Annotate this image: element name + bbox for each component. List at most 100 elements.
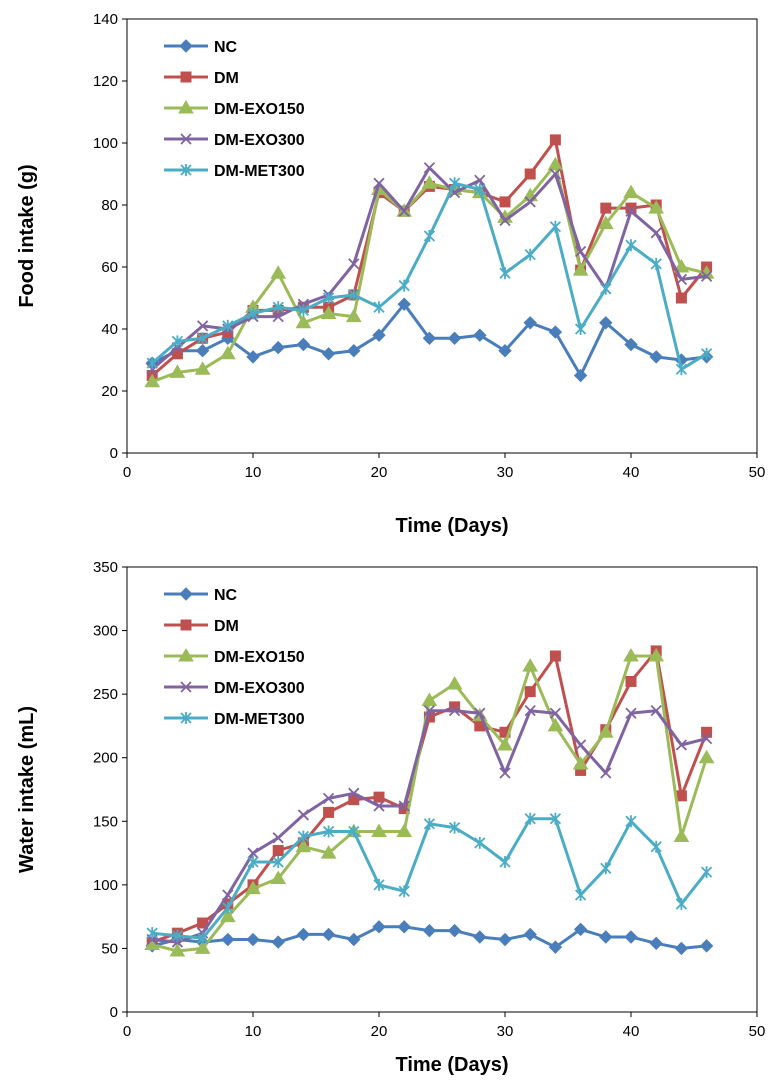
data-point-dm-exo300 — [700, 270, 713, 282]
data-point-dm-met300 — [650, 840, 662, 853]
data-point-dm-exo150 — [623, 184, 639, 199]
x-tick-label: 30 — [497, 1023, 514, 1040]
legend-label: DM-EXO150 — [214, 101, 305, 118]
data-point-nc — [372, 920, 386, 934]
data-point-dm-exo150 — [597, 724, 614, 738]
data-point-nc — [372, 328, 386, 342]
data-point-dm-exo150 — [270, 870, 287, 884]
data-point-nc — [473, 930, 487, 944]
data-point-dm-exo150 — [371, 823, 387, 837]
data-point-nc — [548, 940, 563, 954]
x-tick-label: 30 — [497, 464, 514, 481]
data-point-dm-met300 — [222, 319, 234, 332]
data-point-dm-exo300 — [574, 739, 587, 751]
legend-item-dm-exo150: DM-EXO150 — [164, 100, 305, 118]
data-point-dm-met300 — [171, 335, 184, 348]
data-point-dm-exo150 — [194, 361, 211, 375]
data-point-dm-exo150 — [169, 942, 186, 957]
data-point-dm — [675, 790, 687, 802]
data-point-dm-met300 — [272, 855, 284, 868]
data-point-nc — [599, 316, 613, 330]
legend-swatch-marker — [179, 587, 193, 601]
x-axis-title: Time (Days) — [395, 515, 508, 537]
data-point-dm-exo300 — [348, 258, 360, 270]
data-point-dm-exo150 — [698, 749, 715, 764]
data-point-dm — [549, 134, 561, 146]
data-point-nc — [422, 331, 437, 346]
data-point-nc — [573, 922, 588, 937]
legend-label: DM-MET300 — [214, 711, 305, 728]
data-point-nc — [624, 930, 638, 944]
data-point-dm-exo300 — [675, 273, 688, 286]
data-point-dm — [499, 196, 511, 208]
data-point-nc — [649, 350, 663, 364]
data-point-nc — [422, 923, 437, 938]
data-point-dm-met300 — [297, 830, 310, 843]
y-tick-label: 100 — [93, 135, 118, 152]
data-point-dm — [272, 845, 284, 857]
legend-swatch-marker — [180, 681, 192, 693]
series-nc — [145, 920, 714, 956]
data-point-nc — [447, 331, 462, 346]
legend-item-dm: DM — [164, 618, 239, 635]
y-tick-label: 40 — [101, 321, 118, 338]
data-point-nc — [699, 939, 714, 953]
data-point-dm-exo300 — [474, 707, 486, 719]
data-point-nc — [246, 932, 260, 947]
x-tick-label: 40 — [623, 464, 640, 481]
data-point-dm-exo300 — [222, 889, 234, 901]
data-point-nc — [397, 920, 411, 934]
data-point-dm-exo150 — [396, 823, 413, 837]
data-point-nc — [271, 935, 285, 949]
data-point-dm-met300 — [700, 347, 713, 360]
data-point-dm-met300 — [146, 927, 158, 940]
y-tick-label: 350 — [93, 559, 118, 576]
data-point-dm-exo300 — [448, 705, 461, 717]
data-point-dm-exo150 — [345, 308, 362, 323]
data-point-dm-met300 — [196, 332, 209, 345]
data-point-nc — [624, 337, 638, 352]
data-point-dm-met300 — [549, 220, 562, 233]
data-point-dm-exo150 — [497, 737, 513, 751]
legend-swatch-marker — [180, 164, 192, 176]
data-point-dm-met300 — [499, 855, 511, 868]
data-point-nc — [195, 343, 210, 358]
x-tick-label: 10 — [245, 1023, 262, 1040]
data-point-dm-met300 — [448, 177, 461, 190]
legend-swatch-marker — [180, 71, 192, 83]
legend-swatch-marker — [178, 648, 194, 662]
data-point-dm-exo300 — [675, 739, 688, 751]
data-point-nc — [498, 932, 512, 947]
data-point-dm-met300 — [675, 363, 688, 376]
y-tick-label: 300 — [93, 623, 118, 640]
data-point-dm-met300 — [146, 357, 158, 370]
data-point-dm-exo150 — [144, 373, 161, 388]
legend-swatch-marker — [180, 619, 192, 631]
y-tick-label: 60 — [101, 259, 118, 276]
data-point-dm-met300 — [322, 825, 335, 838]
legend-item-dm-met300: DM-MET300 — [164, 711, 305, 728]
legend-item-dm-exo300: DM-EXO300 — [164, 132, 305, 149]
y-tick-label: 120 — [93, 73, 118, 90]
data-point-dm — [524, 686, 536, 698]
y-tick-label: 20 — [101, 383, 118, 400]
y-tick-label: 250 — [93, 686, 118, 703]
water-intake-chart: 0 50 100 150 200 250 300 350 0 10 20 30 40 50 Time (Da… — [16, 559, 765, 1076]
data-point-nc — [674, 941, 689, 956]
series-dm-exo150 — [144, 156, 715, 388]
data-point-dm-met300 — [373, 878, 385, 891]
legend-swatch-marker — [178, 100, 194, 114]
data-point-dm-exo150 — [320, 305, 337, 319]
data-point-nc — [548, 325, 563, 339]
data-point-dm-met300 — [650, 257, 662, 270]
food-intake-chart: 0 20 40 60 80 100 120 140 0 10 20 30 40 50 Time (Days)… — [16, 11, 765, 537]
data-point-nc — [246, 350, 260, 364]
y-tick-label: 50 — [101, 940, 118, 957]
y-axis-title: Food intake (g) — [16, 164, 38, 307]
x-tick-label: 0 — [123, 1023, 131, 1040]
series-dm — [146, 645, 713, 948]
data-point-dm-exo300 — [549, 168, 562, 180]
data-point-dm-met300 — [196, 932, 209, 945]
y-tick-label: 140 — [93, 11, 118, 28]
data-point-dm-exo150 — [522, 658, 539, 672]
